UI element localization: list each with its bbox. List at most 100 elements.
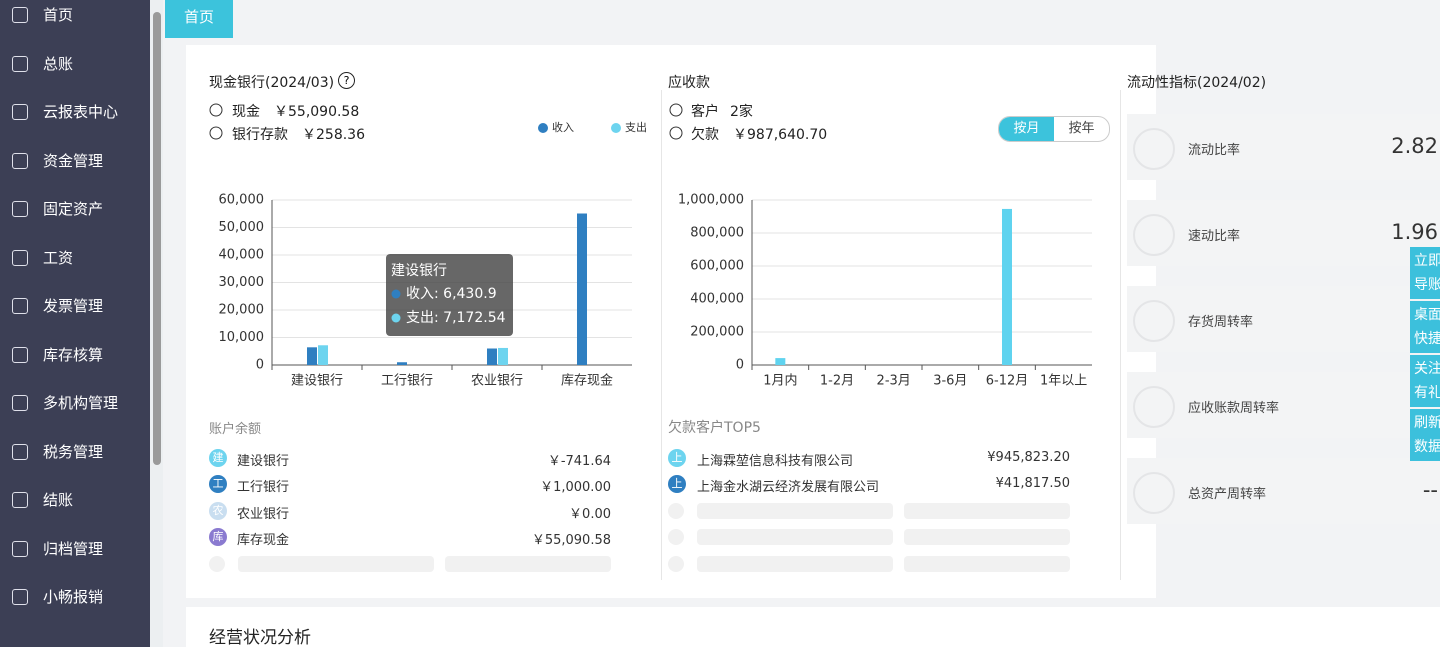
recv-title: 应收款 [668,75,710,91]
metric-card: 应收账款周转率 [1127,372,1440,438]
skeleton [445,556,611,572]
account-amount: ￥1,000.00 [540,480,611,496]
scrollbar[interactable] [150,0,163,647]
customer-label: 客户 [691,104,719,120]
skeleton [697,556,893,572]
float-button[interactable]: 立即导账 [1410,247,1440,299]
float-button[interactable]: 关注有礼 [1410,355,1440,407]
cash-amount: ￥55,090.58 [274,104,360,120]
sidebar: 首页总账云报表中心资金管理固定资产工资发票管理库存核算多机构管理税务管理结账归档… [0,0,150,647]
menu-icon [12,540,28,557]
menu-label: 多机构管理 [43,394,119,412]
account-amount: ￥-741.64 [547,454,611,469]
customer-icon: 上 [668,475,686,494]
menu-label: 工资 [43,248,74,267]
menu-item[interactable]: 发票管理 [0,286,150,326]
metric-card: 总资产周转率 -- [1127,458,1440,524]
metric-name: 存货周转率 [1188,315,1254,330]
metric-icon [1133,214,1175,256]
menu-item[interactable]: 多机构管理 [0,383,150,423]
metric-card: 流动比率 2.82 [1127,114,1440,180]
menu-label: 总账 [43,54,74,73]
menu-item[interactable]: 归档管理 [0,529,150,569]
menu-item[interactable]: 税务管理 [0,432,150,472]
menu-item[interactable]: 云报表中心 [0,92,150,132]
menu-icon [12,492,28,508]
skeleton [904,529,1070,545]
top-title: 欠款客户TOP5 [668,420,761,436]
metric-icon [1133,128,1175,170]
menu-item[interactable]: 小畅报销 [0,577,150,617]
menu-label: 固定资产 [43,200,104,218]
section [186,607,1440,647]
menu-item[interactable]: 资金管理 [0,141,150,181]
account-name: 建设银行 [237,454,290,469]
skeleton [668,529,684,545]
account-name: 农业银行 [237,506,290,522]
cash-title: 现金银行(2024/03) [209,75,335,91]
menu-label: 小畅报销 [43,588,104,606]
menu-icon [12,443,28,460]
customer-amount: ¥41,817.50 [995,476,1070,492]
skeleton [697,529,893,545]
customer-amount: ¥945,823.20 [987,450,1070,465]
divider [1120,90,1121,580]
float-button[interactable]: 刷新数据 [1410,409,1440,461]
bank-label: 银行存款 [232,127,288,143]
menu-label: 云报表中心 [43,103,119,121]
metric-card: 速动比率 1.96 [1127,200,1440,266]
bank-amount: ￥258.36 [302,127,365,143]
customer-name: 上海霖堃信息科技有限公司 [697,454,854,469]
menu-label: 首页 [43,6,74,24]
menu-icon [12,589,28,605]
skeleton [697,503,893,519]
customer-count: 2家 [730,104,753,120]
account-amount: ￥55,090.58 [531,532,611,548]
float-button[interactable]: 桌面快捷 [1410,301,1440,353]
metric-icon [1133,472,1175,514]
toggle: 按月 按年 [998,116,1110,142]
tab[interactable]: 首页 [165,0,233,38]
help-icon[interactable]: ? [338,72,355,89]
menu-icon [12,346,28,363]
metric-icon [1133,300,1175,342]
menu-icon [12,152,28,169]
account-name: 工行银行 [237,480,290,496]
menu-label: 发票管理 [43,297,104,315]
toggle-month[interactable]: 按月 [999,117,1054,141]
menu-icon [12,298,28,314]
menu-label: 税务管理 [43,442,104,461]
menu-icon [12,395,28,411]
menu-item[interactable]: 工资 [0,238,150,278]
skeleton [904,503,1070,519]
skeleton [209,556,225,572]
metric-name: 总资产周转率 [1188,487,1267,502]
liq-title: 流动性指标(2024/02) [1127,75,1267,91]
skeleton [668,556,684,572]
menu-item[interactable]: 结账 [0,480,150,520]
balance-title: 账户余额 [209,422,262,437]
metric-value: 2.82 [1391,134,1438,158]
metric-value: -- [1422,478,1438,502]
metric-icon [1133,386,1175,428]
menu-icon [12,201,28,217]
metric-name: 应收账款周转率 [1188,401,1280,416]
account-icon: 工 [209,475,227,494]
menu-icon [12,104,28,120]
metric-name: 速动比率 [1188,229,1241,244]
menu-icon [12,249,28,266]
menu-item[interactable]: 固定资产 [0,189,150,229]
cash-label: 现金 [232,104,260,120]
menu-item[interactable]: 首页 [0,0,150,35]
customer-name: 上海金水湖云经济发展有限公司 [697,480,880,496]
account-icon: 农 [209,501,227,520]
menu-item[interactable]: 库存核算 [0,335,150,375]
account-amount: ￥0.00 [569,506,611,522]
menu-label: 结账 [43,491,74,509]
debt-label: 欠款 [691,127,719,143]
debt-amount: ￥987,640.70 [733,127,828,143]
customer-icon: 上 [668,449,686,467]
toggle-year[interactable]: 按年 [1068,121,1095,136]
menu-item[interactable]: 总账 [0,44,150,84]
metric-card: 存货周转率 [1127,286,1440,352]
